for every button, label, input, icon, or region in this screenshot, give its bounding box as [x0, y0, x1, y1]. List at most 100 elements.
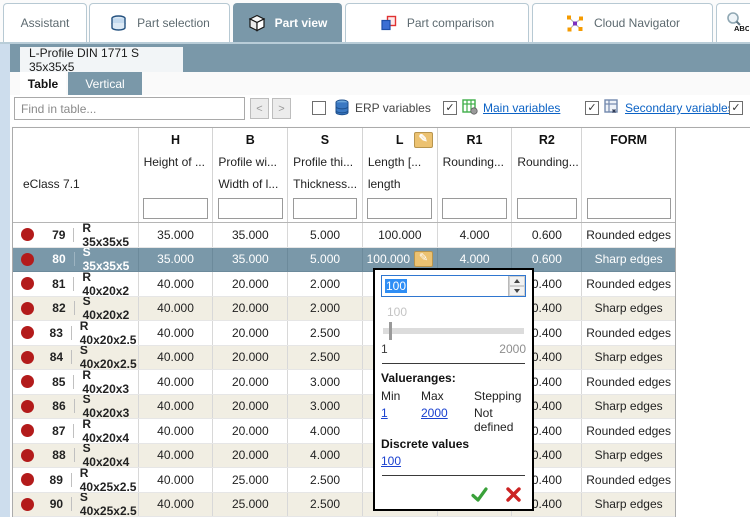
header-col-h[interactable]: H Height of ... [139, 128, 214, 222]
table-row[interactable]: 79 R 35x35x5 35.000 35.000 5.000 100.000 4.000… [13, 223, 675, 248]
filter-input-r1[interactable] [442, 198, 507, 220]
cell-form[interactable]: Sharp edges [582, 395, 675, 419]
max-value-link[interactable]: 2000 [421, 406, 448, 420]
cell-r2[interactable]: 0.600 [512, 223, 583, 247]
slider-track[interactable] [383, 328, 524, 334]
cell-s[interactable]: 2.000 [288, 296, 363, 320]
cell-b[interactable]: 20.000 [213, 321, 289, 345]
cell-b[interactable]: 20.000 [213, 419, 289, 443]
erp-variables-checkbox[interactable] [312, 101, 326, 115]
cell-b[interactable]: 20.000 [213, 394, 289, 418]
value-spinner[interactable]: 100 [381, 275, 526, 297]
cell-h[interactable]: 40.000 [139, 492, 214, 516]
find-in-table-input[interactable] [14, 97, 245, 120]
cell-b[interactable]: 20.000 [213, 272, 289, 296]
cell-form[interactable]: Rounded edges [582, 370, 675, 394]
table-row[interactable]: 89 R 40x25x2.5 40.000 25.000 2.500 0.400 Round… [13, 468, 675, 493]
table-row[interactable]: 80 S 35x35x5 35.000 35.000 5.000 100.000 ✎ 4.00… [13, 247, 675, 272]
find-next-button[interactable]: > [272, 98, 291, 119]
filter-input-form[interactable] [586, 198, 671, 220]
spinner-value[interactable]: 100 [385, 279, 408, 293]
cell-s[interactable]: 2.500 [288, 321, 363, 345]
cell-r2[interactable]: 0.400 [512, 345, 583, 369]
table-row[interactable]: 90 S 40x25x2.5 40.000 25.000 2.500 0.400 Sharp… [13, 492, 675, 517]
cell-form[interactable]: Rounded edges [582, 419, 675, 443]
cell-b[interactable]: 25.000 [213, 492, 289, 516]
edit-value-pencil-icon[interactable]: ✎ [414, 251, 434, 268]
cell-r2[interactable]: 0.400 [512, 321, 583, 345]
cell-r2[interactable]: 0.600 [512, 247, 583, 271]
cell-h[interactable]: 40.000 [139, 321, 214, 345]
main-variables-checkbox[interactable]: ✓ [443, 101, 457, 115]
cell-b[interactable]: 35.000 [213, 223, 289, 247]
cell-r2[interactable]: 0.400 [512, 492, 583, 516]
discrete-value-link[interactable]: 100 [381, 454, 402, 468]
header-col-r2[interactable]: R2 Rounding... [512, 128, 583, 222]
cell-h[interactable]: 35.000 [139, 247, 214, 271]
table-row[interactable]: 85 R 40x20x3 40.000 20.000 3.000 0.400 Rounded… [13, 370, 675, 395]
cell-r1[interactable]: 4.000 [438, 223, 513, 247]
table-row[interactable]: 83 R 40x20x2.5 40.000 20.000 2.500 0.400 Round… [13, 321, 675, 346]
cell-h[interactable]: 40.000 [139, 345, 214, 369]
cell-b[interactable]: 20.000 [213, 296, 289, 320]
table-row[interactable]: 82 S 40x20x2 40.000 20.000 2.000 0.400 Sharp e… [13, 296, 675, 321]
value-slider[interactable] [381, 321, 526, 341]
cell-r2[interactable]: 0.400 [512, 394, 583, 418]
min-value-link[interactable]: 1 [381, 406, 388, 420]
cell-b[interactable]: 20.000 [213, 370, 289, 394]
tab-cloud-navigator[interactable]: Cloud Navigator [532, 3, 713, 42]
edit-column-pencil-icon[interactable]: ✎ [413, 132, 433, 148]
filter-input-h[interactable] [143, 198, 208, 220]
table-row[interactable]: 87 R 40x20x4 40.000 20.000 4.000 0.400 Rounded… [13, 419, 675, 444]
cell-s[interactable]: 5.000 [288, 223, 363, 247]
header-col-s[interactable]: S Profile thi... Thickness... [288, 128, 363, 222]
cell-s[interactable]: 2.000 [288, 272, 363, 296]
cell-s[interactable]: 4.000 [288, 419, 363, 443]
filter-input-r2[interactable] [516, 198, 577, 220]
cell-h[interactable]: 40.000 [139, 272, 214, 296]
filter-input-s[interactable] [292, 198, 358, 220]
header-col-b[interactable]: B Profile wi... Width of l... [213, 128, 289, 222]
secondary-variables-link[interactable]: Secondary variables [625, 101, 734, 115]
cell-form[interactable]: Sharp edges [582, 248, 675, 272]
spinner-down-button[interactable] [509, 286, 525, 296]
tab-part-selection[interactable]: Part selection [89, 3, 230, 42]
cancel-x-icon[interactable] [505, 486, 522, 503]
cell-form[interactable]: Sharp edges [582, 346, 675, 370]
main-variables-link[interactable]: Main variables [483, 101, 561, 115]
cell-b[interactable]: 20.000 [213, 345, 289, 369]
cell-s[interactable]: 2.500 [288, 492, 363, 516]
spinner-up-button[interactable] [509, 276, 525, 286]
find-previous-button[interactable]: < [250, 98, 269, 119]
cell-l[interactable]: 100.000 [363, 223, 438, 247]
cell-form[interactable]: Rounded edges [582, 272, 675, 296]
cell-s[interactable]: 4.000 [288, 443, 363, 467]
subtab-vertical[interactable]: Vertical [68, 72, 142, 95]
cell-s[interactable]: 2.500 [288, 468, 363, 492]
table-row[interactable]: 86 S 40x20x3 40.000 20.000 3.000 0.400 Sharp e… [13, 394, 675, 419]
cell-l[interactable]: 100.000 ✎ [363, 247, 438, 271]
part-document-tab[interactable]: L-Profile DIN 1771 S 35x35x5 [20, 46, 183, 74]
header-col-l[interactable]: L ✎ Length [... length [363, 128, 438, 222]
cell-r2[interactable]: 0.400 [512, 272, 583, 296]
cell-h[interactable]: 40.000 [139, 370, 214, 394]
cell-form[interactable]: Rounded edges [582, 468, 675, 492]
confirm-check-icon[interactable] [470, 486, 489, 503]
cell-form[interactable]: Sharp edges [582, 297, 675, 321]
cell-h[interactable]: 40.000 [139, 296, 214, 320]
cell-r2[interactable]: 0.400 [512, 443, 583, 467]
cell-s[interactable]: 2.500 [288, 345, 363, 369]
tab-part-view[interactable]: Part view [233, 3, 342, 42]
extra-variables-checkbox[interactable]: ✓ [729, 101, 743, 115]
filter-input-l[interactable] [367, 198, 433, 220]
cell-form[interactable]: Rounded edges [582, 321, 675, 345]
cell-h[interactable]: 40.000 [139, 443, 214, 467]
header-col-form[interactable]: FORM [582, 128, 675, 222]
cell-r1[interactable]: 4.000 [438, 247, 513, 271]
cell-b[interactable]: 25.000 [213, 468, 289, 492]
cell-s[interactable]: 3.000 [288, 394, 363, 418]
secondary-variables-checkbox[interactable]: ✓ [585, 101, 599, 115]
cell-form[interactable]: Sharp edges [582, 493, 675, 517]
tab-text-search[interactable]: ABC [716, 3, 750, 42]
cell-form[interactable]: Rounded edges [582, 223, 675, 247]
